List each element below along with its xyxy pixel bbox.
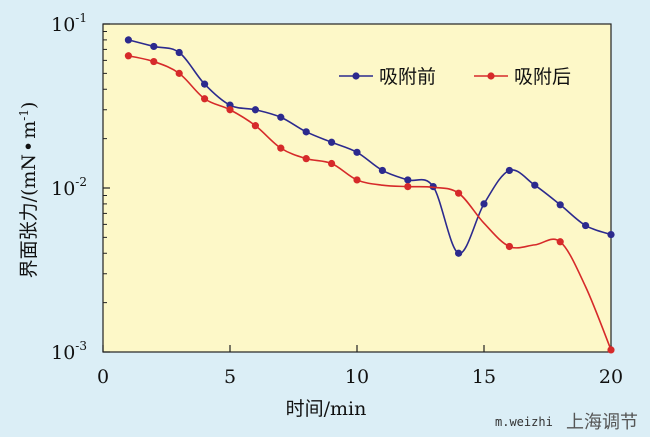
y-axis-title-close: ) [18,102,40,109]
data-point-1 [556,238,564,246]
data-point-0 [607,230,615,239]
data-point-0 [328,138,336,146]
series-layer [124,36,615,354]
data-point-1 [607,346,615,354]
data-point-0 [150,42,158,51]
data-point-0 [480,200,488,208]
data-point-0 [353,148,361,156]
x-axis: 0 5 10 15 20 [97,345,623,388]
data-point-1 [124,52,132,60]
watermark-brand: 上海调节 [566,412,638,433]
x-tick-label: 10 [345,366,369,388]
data-point-0 [505,166,513,175]
data-point-0 [201,80,209,88]
data-point-1 [201,95,209,103]
x-axis-title: 时间/min [286,398,367,420]
legend-marker-before [352,72,360,80]
legend-marker-after [487,72,495,80]
y-axis-title-exponent: -1 [17,109,31,121]
y-axis: 10-3 10-2 10-1 [51,11,110,364]
data-point-1 [150,57,158,66]
y-tick-label: 10-1 [51,11,87,36]
data-point-0 [582,221,590,230]
data-point-0 [404,176,412,184]
y-tick-label: 10-2 [51,175,87,200]
legend-label-after: 吸附后 [514,66,571,88]
y-axis-title-unit: m [18,121,40,139]
data-point-1 [505,242,513,251]
data-point-0 [378,166,386,175]
data-point-1 [277,144,285,152]
data-point-0 [124,36,132,44]
data-point-0 [175,48,183,57]
data-point-1 [455,189,463,197]
legend-label-before: 吸附前 [379,66,436,88]
svg-text:界面张力/(mN•m-1): 界面张力/(mN • m-1) [17,102,40,279]
data-point-1 [226,106,234,114]
data-point-1 [353,176,361,184]
series-line-0 [128,39,612,255]
data-point-0 [556,201,564,209]
data-point-0 [531,181,539,189]
y-axis-title-dot: • [18,141,40,152]
data-point-1 [302,155,310,163]
data-point-0 [277,113,285,121]
data-point-0 [302,128,310,136]
data-point-1 [404,182,412,191]
x-tick-label: 0 [97,366,109,388]
data-point-0 [455,249,463,257]
data-point-1 [251,122,259,130]
y-axis-title: 界面张力/(mN • m-1) [17,102,40,279]
x-tick-label: 5 [224,366,236,388]
watermark-url: m.weizhi [495,415,553,429]
data-point-1 [175,69,183,77]
y-axis-title-main: 界面张力/(mN [18,154,40,278]
legend: 吸附前 吸附后 [339,66,571,88]
y-tick-label: 10-3 [51,339,87,364]
data-point-1 [328,159,336,168]
x-tick-label: 20 [599,366,623,388]
data-point-0 [251,106,259,114]
x-tick-label: 15 [472,366,496,388]
